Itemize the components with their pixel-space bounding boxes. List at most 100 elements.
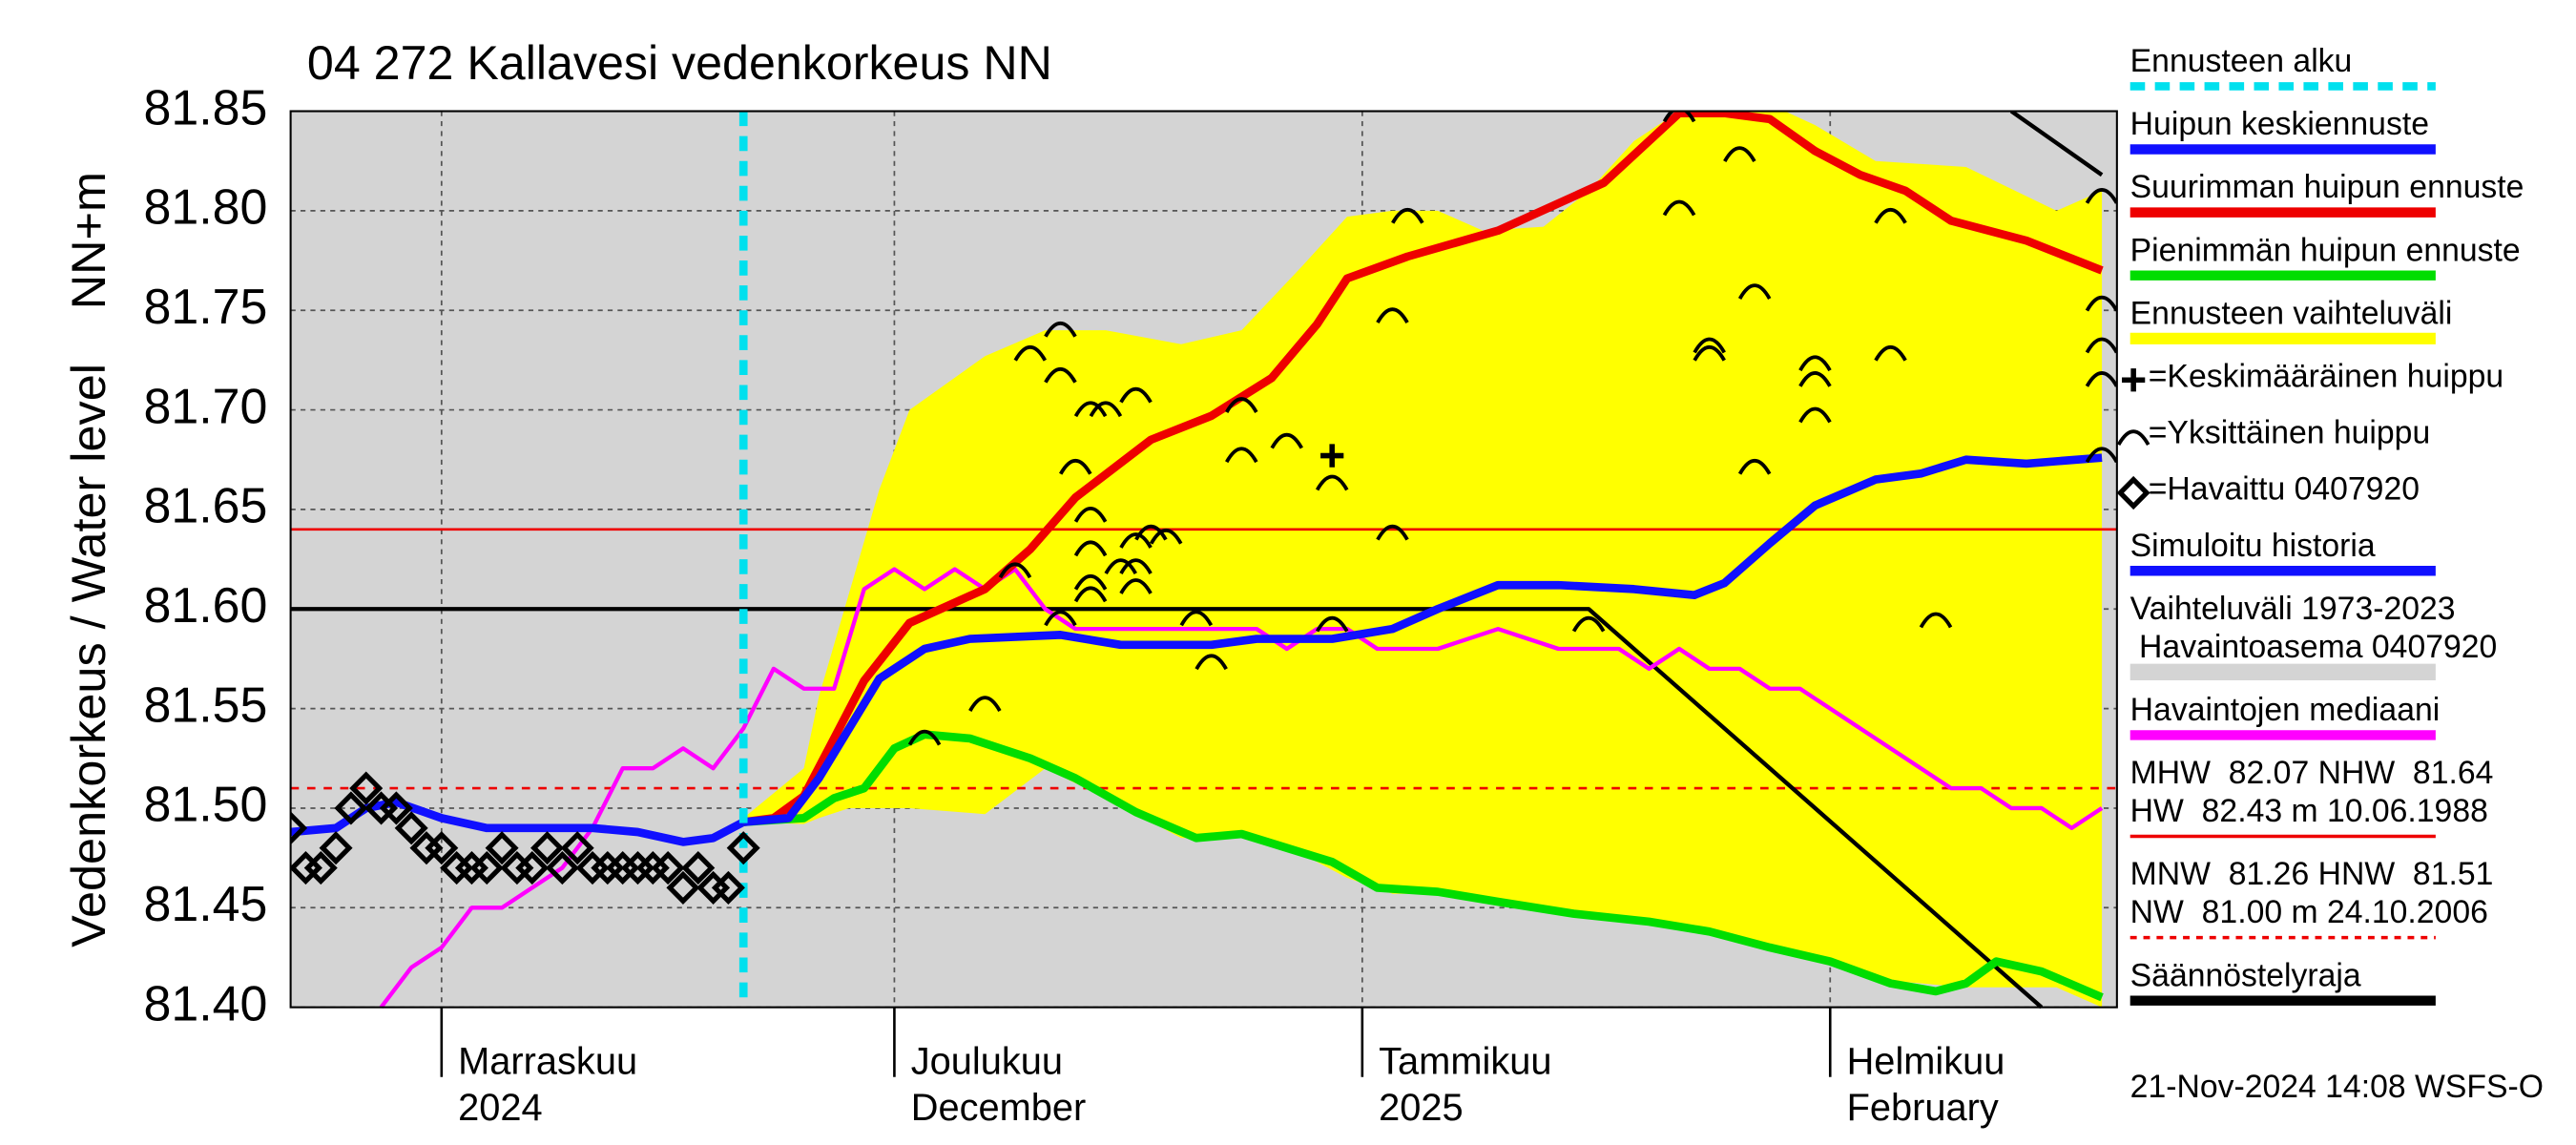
y-tick-label: 81.55	[143, 677, 267, 733]
peak-marker	[1134, 524, 1168, 541]
series-line	[379, 567, 2104, 1009]
legend-label: Pienimmän huipun ennuste	[2130, 232, 2521, 268]
observation-marker	[394, 811, 428, 845]
peak-marker	[1693, 337, 1726, 354]
observation-marker	[379, 791, 413, 825]
peak-marker	[907, 729, 942, 746]
peak-marker	[1662, 111, 1696, 123]
y-tick-label: 81.75	[143, 280, 267, 335]
y-axis-unit: NN+m	[61, 172, 115, 309]
legend-label: =Keskimääräinen huippu	[2149, 358, 2503, 394]
peak-marker	[1571, 615, 1606, 633]
peak-marker	[1874, 207, 1907, 224]
observation-marker	[469, 850, 504, 885]
peak-marker	[1270, 432, 1303, 449]
legend-label: Huipun keskiennuste	[2130, 106, 2429, 142]
footer: 21-Nov-2024 14:08 WSFS-O	[2130, 1069, 2544, 1105]
observation-marker	[2116, 475, 2150, 510]
peak-marker	[2085, 447, 2117, 464]
legend-label: Ennusteen alku	[2130, 43, 2353, 79]
peak-marker	[1693, 344, 1726, 362]
peak-marker	[1119, 532, 1153, 549]
observation-marker	[681, 850, 716, 885]
peak-marker	[1315, 615, 1349, 633]
x-tick-label: 2025	[1379, 1087, 1464, 1129]
peak-marker	[1104, 558, 1137, 575]
peak-marker	[1737, 458, 1772, 475]
observation-marker	[485, 831, 519, 865]
observation-marker	[530, 831, 565, 865]
peak-marker	[1225, 397, 1258, 413]
observation-marker	[425, 831, 459, 865]
y-tick-label: 81.65	[143, 479, 267, 534]
peak-marker	[1044, 366, 1077, 384]
legend-label: Havaintojen mediaani	[2130, 692, 2441, 728]
y-tick-label: 81.80	[143, 180, 267, 236]
observation-marker	[545, 850, 579, 885]
peak-marker	[1798, 406, 1832, 424]
x-tick-label: Helmikuu	[1847, 1040, 2005, 1082]
observation-marker	[651, 850, 685, 885]
peak-marker	[998, 562, 1032, 579]
legend-label: =Yksittäinen huippu	[2149, 415, 2431, 451]
mean-peak-marker	[2122, 368, 2146, 392]
observation-marker	[319, 831, 353, 865]
observation-marker	[349, 771, 384, 805]
x-tick-label: December	[911, 1087, 1087, 1129]
peak-marker	[2085, 295, 2117, 312]
peak-marker	[1798, 371, 1832, 387]
x-tick-label: Tammikuu	[1379, 1040, 1551, 1082]
series-line	[742, 730, 2104, 1002]
series-line	[290, 111, 2104, 1010]
x-tick-label: February	[1847, 1087, 1999, 1129]
y-axis-label: Vedenkorkeus / Water level	[61, 364, 115, 947]
peak-marker	[1073, 507, 1108, 523]
peak-marker	[2085, 371, 2117, 387]
peak-marker	[1376, 524, 1409, 541]
legend-label: Säännöstelyraja	[2130, 957, 2361, 993]
peak-marker	[1737, 283, 1772, 301]
observation-marker	[560, 831, 594, 865]
peak-marker	[1315, 474, 1349, 491]
plot-area	[290, 111, 2117, 1010]
peak-marker	[1149, 528, 1183, 545]
observation-marker	[666, 870, 700, 906]
peak-marker	[1119, 558, 1153, 575]
y-tick-label: 81.85	[143, 80, 267, 135]
legend-label: MHW 82.07 NHW 81.64	[2130, 755, 2494, 791]
y-tick-label: 81.60	[143, 578, 267, 634]
legend-label: Ennusteen vaihteluväli	[2130, 295, 2453, 331]
observation-marker	[303, 850, 338, 885]
peak-marker	[1089, 401, 1123, 418]
legend-label: MNW 81.26 HNW 81.51	[2130, 856, 2494, 892]
peak-marker	[2116, 429, 2150, 447]
legend-label: Suurimman huipun ennuste	[2130, 169, 2524, 205]
axes: 81.40 81.45 81.50 81.55 81.60 81.65 81.70 81.75…	[143, 80, 2118, 1129]
peak-marker	[1391, 207, 1424, 224]
peak-marker	[2085, 337, 2117, 354]
peak-marker	[1044, 610, 1077, 627]
plot-frame	[289, 110, 2118, 1009]
peak-marker	[1376, 307, 1409, 324]
x-tick-label: Joulukuu	[911, 1040, 1063, 1082]
chart-title: 04 272 Kallavesi vedenkorkeus NN	[307, 35, 1052, 90]
legend-label: Havaintoasema 0407920	[2130, 629, 2498, 665]
peak-marker	[1723, 146, 1756, 163]
x-tick-label: 2024	[458, 1087, 543, 1129]
series-line	[742, 453, 2103, 826]
legend-label: HW 82.43 m 10.06.1988	[2130, 793, 2488, 829]
legend-label: NW 81.00 m 24.10.2006	[2130, 894, 2488, 930]
x-tick-label: Marraskuu	[458, 1040, 637, 1082]
peak-marker	[1874, 344, 1907, 362]
legend: Ennusteen alku Huipun keskiennuste Suurimm…	[2116, 43, 2524, 1006]
peak-marker	[1225, 447, 1258, 464]
y-tick-label: 81.50	[143, 778, 267, 833]
observation-marker	[726, 831, 760, 865]
peak-marker	[1919, 612, 1953, 629]
y-tick-label: 81.45	[143, 877, 267, 932]
peak-marker	[1662, 199, 1696, 217]
peak-marker	[968, 696, 1002, 713]
observation-marker	[711, 870, 745, 906]
peak-marker	[1073, 573, 1108, 591]
